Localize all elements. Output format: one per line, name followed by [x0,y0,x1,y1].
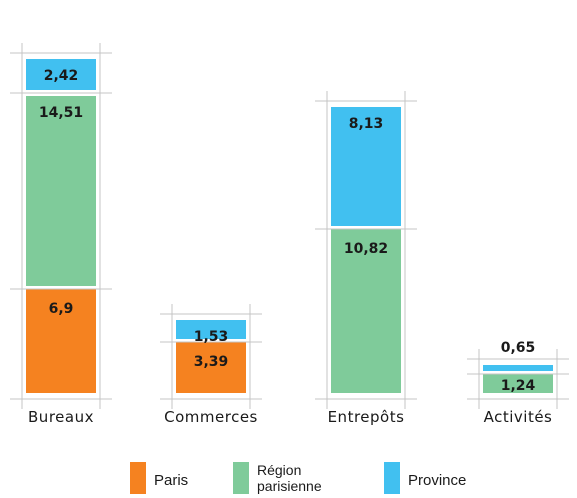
bar-bureaux-paris [26,289,96,393]
labels-layer: 6,9 14,51 2,42 Bureaux 3,39 1,53 Commerces 10,8… [28,68,552,426]
category-label-bureaux: Bureaux [28,408,94,426]
bar-entrepots-province [331,107,401,226]
legend-swatch-paris [130,462,146,494]
bar-activites-region-parisienne [483,374,553,393]
category-label-activites: Activités [484,408,553,426]
legend-label-parisienne: parisienne [257,478,322,494]
bar-bureaux-province [26,59,96,90]
legend-label-region: Région [257,462,301,478]
value-label-activites-province: 0,65 [501,340,536,356]
value-label-entrepots-region-parisienne: 10,82 [344,241,388,257]
legend-label-paris: Paris [154,472,188,489]
bar-activites-province [483,365,553,371]
legend-swatch-province [384,462,400,494]
bar-bureaux-region-parisienne [26,96,96,286]
bar-entrepots-region-parisienne [331,229,401,393]
value-label-bureaux-paris: 6,9 [49,301,74,317]
bar-commerces-paris [176,342,246,393]
bar-commerces-province [176,320,246,339]
bars-layer [10,43,569,409]
value-label-bureaux-region-parisienne: 14,51 [39,105,83,121]
value-label-bureaux-province: 2,42 [44,68,79,84]
legend-swatch-region-parisienne [233,462,249,494]
value-label-commerces-province: 1,53 [194,329,229,345]
value-label-entrepots-province: 8,13 [349,116,384,132]
value-label-commerces-paris: 3,39 [194,354,229,370]
legend-label-province: Province [408,472,466,489]
category-label-entrepots: Entrepôts [328,408,405,426]
category-label-commerces: Commerces [164,408,258,426]
value-label-activites-region-parisienne: 1,24 [501,378,536,394]
